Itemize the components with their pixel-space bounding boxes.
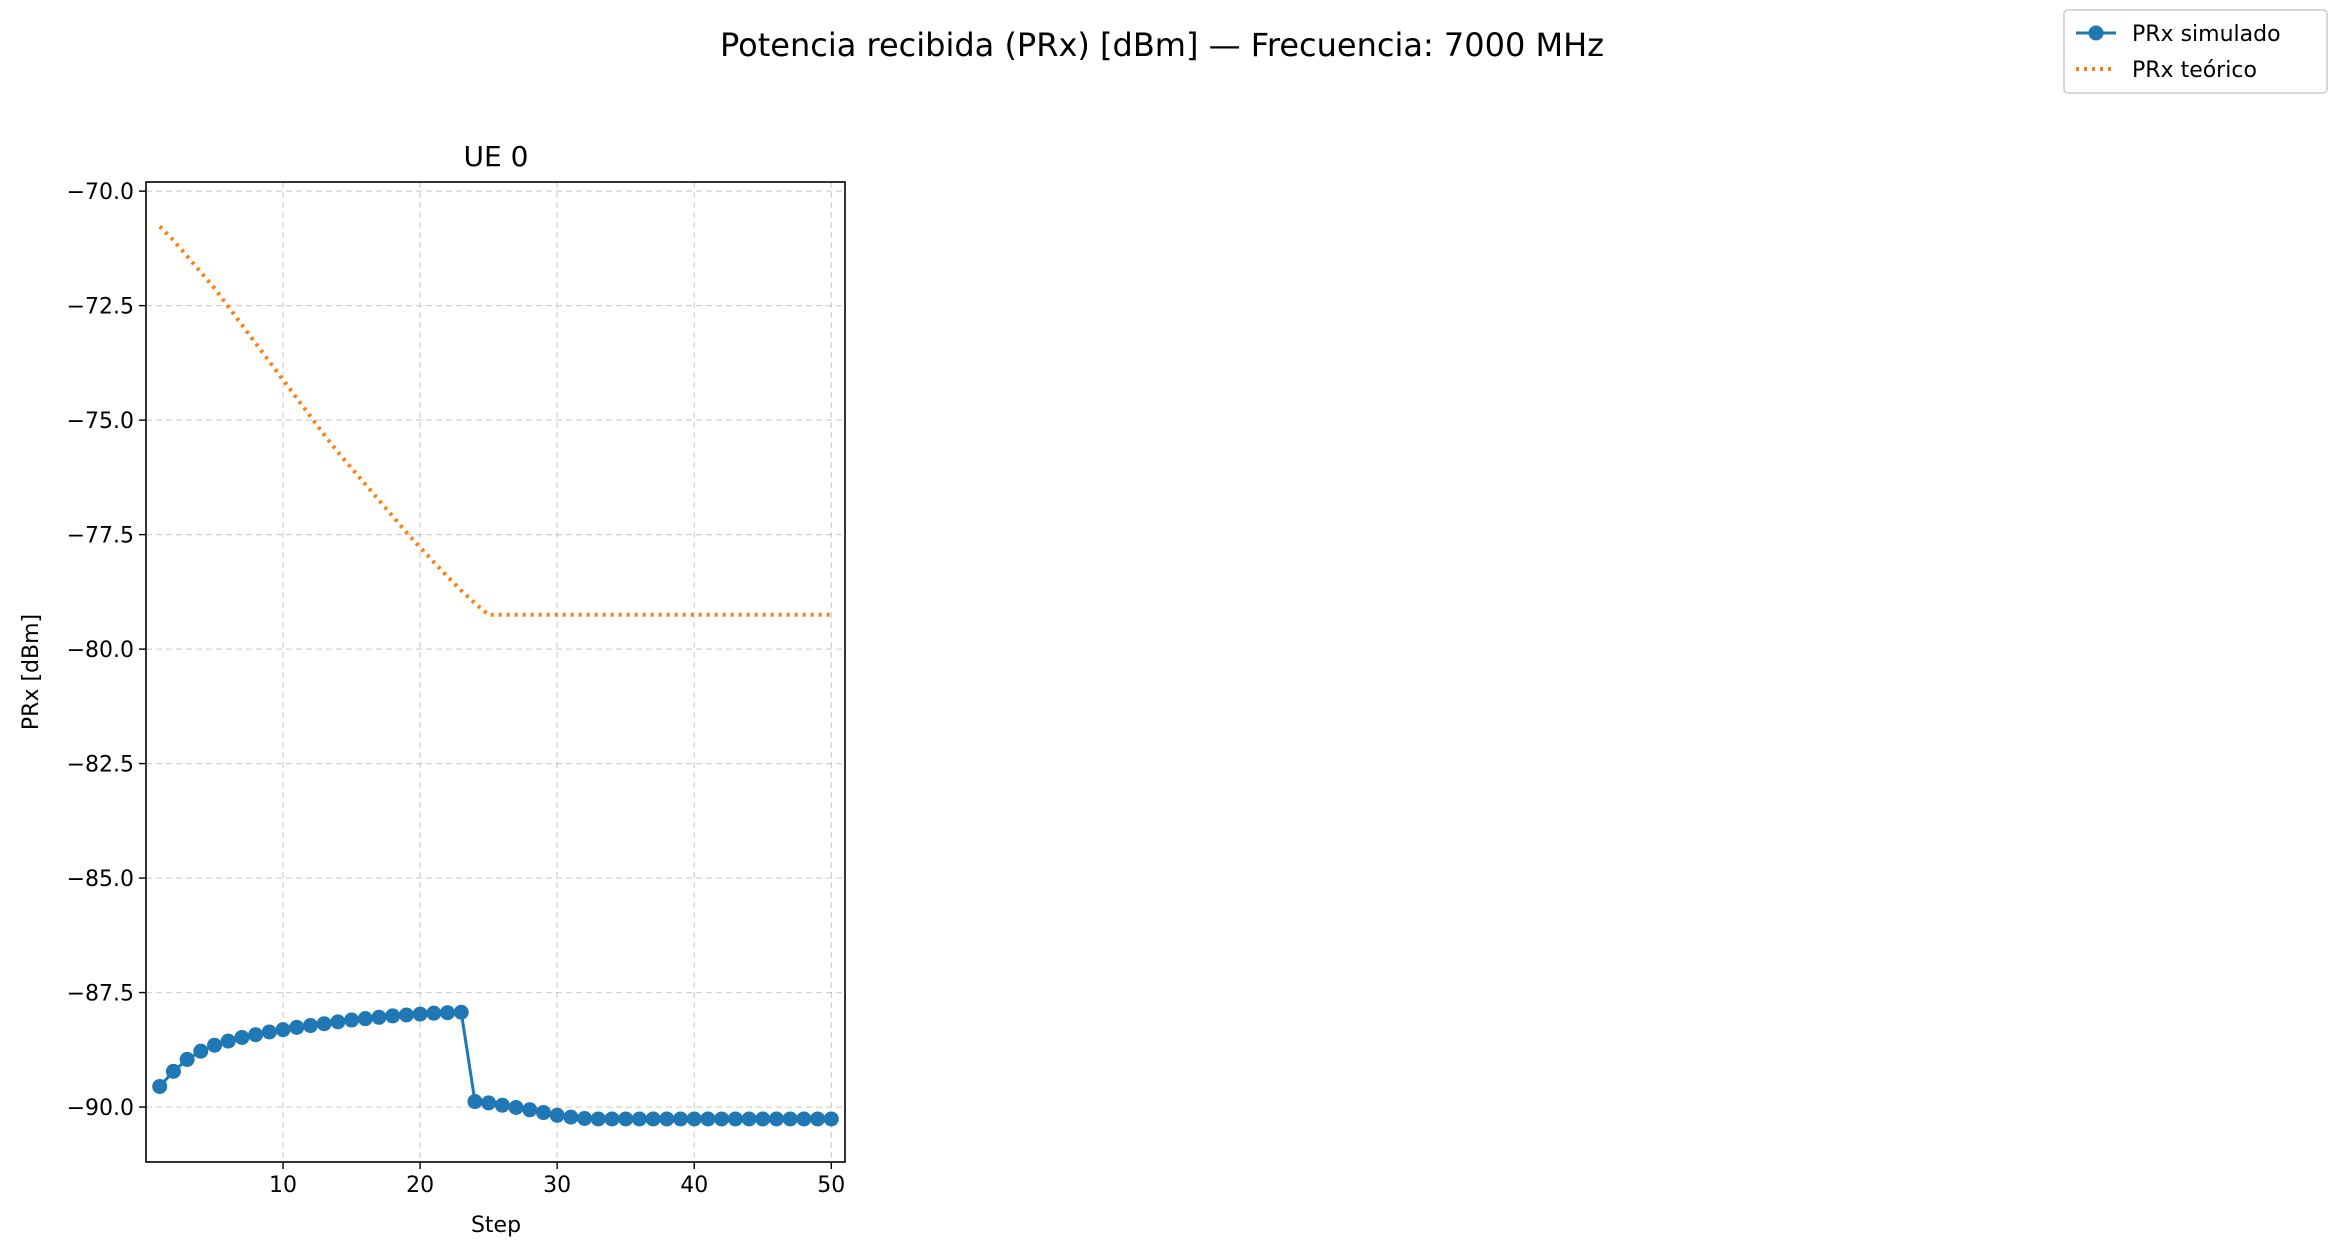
y-axis-ticks: −70.0 −72.5 −75.0 −77.5 −80.0 −82.5 −85.0 −87.5…	[67, 180, 146, 1121]
series-point	[357, 1011, 373, 1027]
plot-area-frame	[145, 181, 846, 1163]
series-point	[494, 1097, 510, 1113]
y-tick-label: −87.5	[67, 982, 134, 1007]
series-point	[686, 1111, 702, 1127]
x-tick-label: 20	[406, 1173, 434, 1198]
x-tick-label: 40	[680, 1173, 708, 1198]
series-point	[207, 1037, 223, 1053]
series-point	[823, 1111, 839, 1127]
y-axis-label: PRx [dBm]	[19, 614, 44, 730]
series-point	[453, 1004, 469, 1020]
series-point	[659, 1111, 675, 1127]
series-line-1	[158, 225, 832, 617]
series-point	[412, 1006, 428, 1022]
series-point	[330, 1014, 346, 1030]
series-point	[535, 1105, 551, 1121]
series-point	[165, 1063, 181, 1079]
series-point	[508, 1100, 524, 1116]
series-point	[604, 1111, 620, 1127]
series-point	[302, 1018, 318, 1034]
series-point	[522, 1102, 538, 1118]
legend-label-teorico: PRx teórico	[2132, 58, 2257, 83]
series-point	[563, 1109, 579, 1125]
legend: PRx simulado PRx teórico	[2063, 9, 2328, 94]
series-point	[467, 1094, 483, 1110]
x-axis-label: Step	[471, 1213, 521, 1238]
y-tick-label: −77.5	[67, 524, 134, 549]
x-tick-label: 30	[543, 1173, 571, 1198]
series-point	[673, 1111, 689, 1127]
series-point	[426, 1005, 442, 1021]
series-point	[631, 1111, 647, 1127]
series-point	[714, 1111, 730, 1127]
series-point	[179, 1051, 195, 1067]
series-point	[618, 1111, 634, 1127]
series-point	[371, 1009, 387, 1025]
legend-frame	[2063, 9, 2328, 94]
series-point	[234, 1029, 250, 1045]
series-point	[796, 1111, 812, 1127]
y-tick-label: −70.0	[67, 180, 134, 205]
series-point	[261, 1024, 277, 1040]
series-point	[700, 1111, 716, 1127]
series-point	[385, 1008, 401, 1024]
y-tick-label: −90.0	[67, 1096, 134, 1121]
data-series	[152, 225, 839, 1127]
subplot-title: UE 0	[464, 140, 529, 173]
series-point	[810, 1111, 826, 1127]
series-point	[782, 1111, 798, 1127]
series-point	[440, 1005, 456, 1021]
series-point	[220, 1033, 236, 1049]
series-point	[398, 1007, 414, 1023]
x-axis-ticks: 10 20 30 40 50	[269, 1162, 845, 1198]
series-point	[768, 1111, 784, 1127]
y-tick-label: −72.5	[67, 295, 134, 320]
y-tick-label: −80.0	[67, 638, 134, 663]
legend-marker-simulado	[2088, 25, 2104, 41]
series-point	[549, 1107, 565, 1123]
x-tick-label: 10	[269, 1173, 297, 1198]
series-point	[481, 1095, 497, 1111]
series-point	[645, 1111, 661, 1127]
series-point	[590, 1111, 606, 1127]
series-point	[741, 1111, 757, 1127]
figure-suptitle: Potencia recibida (PRx) [dBm] — Frecuenc…	[720, 26, 1604, 64]
series-point	[727, 1111, 743, 1127]
series-point	[248, 1027, 264, 1043]
legend-entry-teorico: PRx teórico	[2076, 58, 2257, 83]
legend-entry-simulado: PRx simulado	[2076, 22, 2281, 47]
series-point	[344, 1012, 360, 1028]
series-point	[577, 1110, 593, 1126]
y-tick-label: −85.0	[67, 867, 134, 892]
grid-lines	[146, 182, 845, 1162]
series-point	[755, 1111, 771, 1127]
legend-label-simulado: PRx simulado	[2132, 22, 2281, 47]
series-point	[316, 1016, 332, 1032]
series-point	[275, 1022, 291, 1038]
series-point	[289, 1019, 305, 1035]
series-point	[152, 1078, 168, 1094]
x-tick-label: 50	[817, 1173, 845, 1198]
y-tick-label: −82.5	[67, 753, 134, 778]
series-point	[193, 1043, 209, 1059]
y-tick-label: −75.0	[67, 409, 134, 434]
